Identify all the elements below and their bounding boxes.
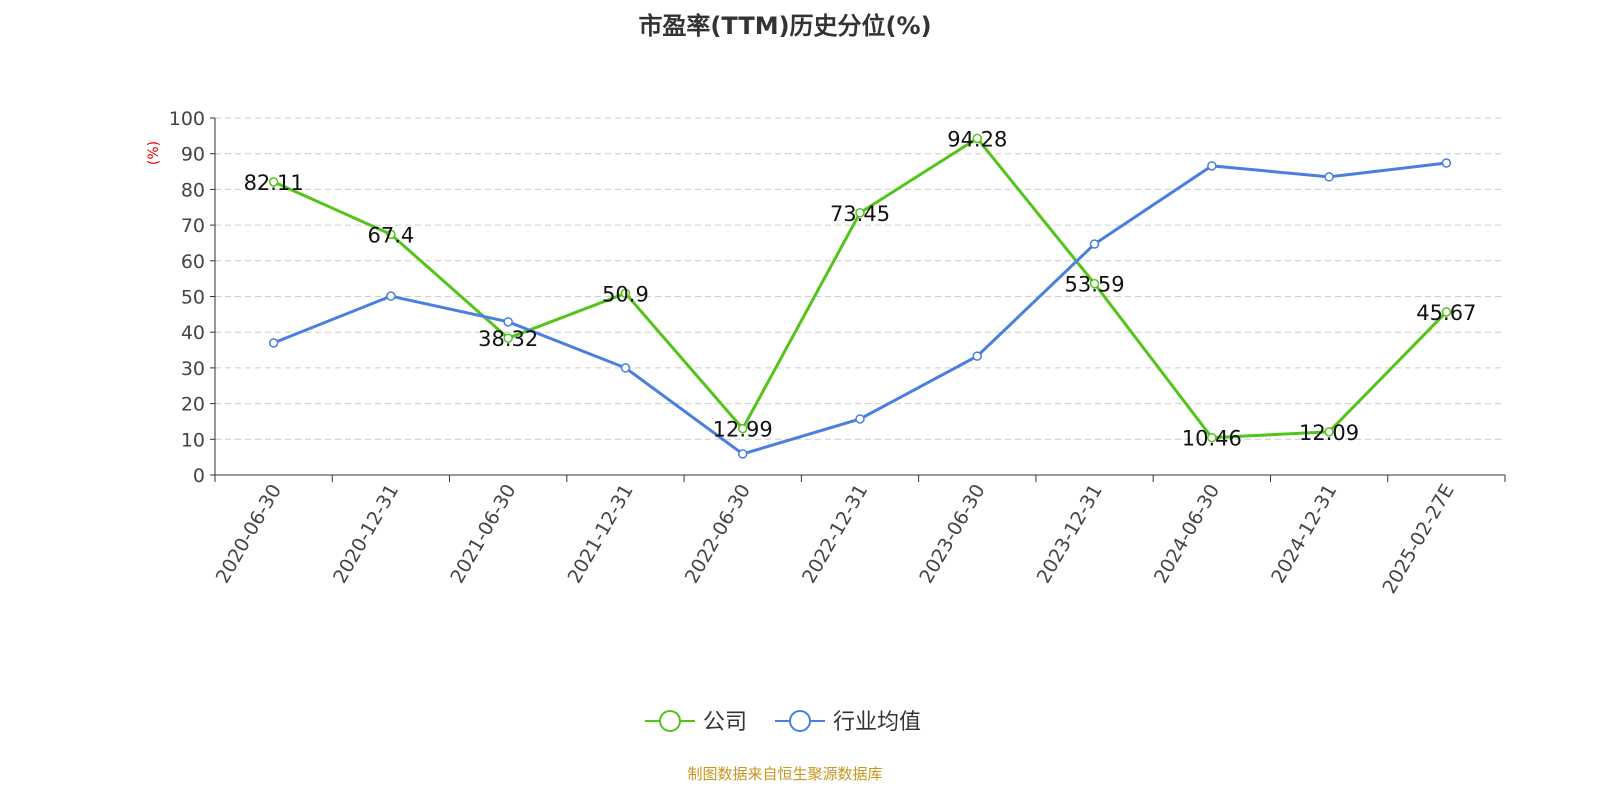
- y-tick-label: 90: [181, 144, 205, 166]
- y-tick-label: 40: [181, 322, 205, 344]
- source-note: 制图数据来自恒生聚源数据库: [687, 765, 883, 783]
- y-tick-label: 20: [181, 394, 205, 416]
- data-point: [1207, 432, 1217, 443]
- data-point: [503, 333, 513, 343]
- y-tick-label: 30: [181, 358, 205, 380]
- x-tick-label: 2022-06-30: [681, 481, 755, 588]
- data-point: [1324, 172, 1334, 182]
- data-label: 12.99: [713, 418, 773, 442]
- data-point: [855, 414, 865, 424]
- data-label: 12.09: [1299, 421, 1359, 445]
- x-tick-label: 2020-06-30: [212, 481, 286, 588]
- x-tick-label: 2024-06-30: [1150, 481, 1224, 588]
- y-axis-label: (%): [146, 141, 162, 165]
- data-point: [386, 291, 396, 301]
- data-point: [855, 208, 865, 218]
- data-point: [972, 351, 983, 361]
- x-tick-label: 2021-12-31: [564, 481, 638, 588]
- x-tick-label: 2023-12-31: [1033, 481, 1107, 588]
- data-point: [268, 338, 279, 348]
- y-tick-label: 70: [181, 215, 205, 237]
- data-point: [620, 288, 631, 299]
- data-point: [972, 133, 983, 144]
- legend-marker-icon: [659, 710, 681, 732]
- data-point: [1441, 158, 1452, 168]
- data-label: 38.32: [478, 327, 538, 351]
- x-tick-label: 2020-12-31: [329, 481, 403, 588]
- data-point: [1324, 427, 1334, 437]
- data-point: [1089, 278, 1100, 289]
- y-tick-label: 100: [169, 108, 205, 130]
- x-tick-label: 2023-06-30: [915, 481, 989, 588]
- x-tick-label: 2021-06-30: [446, 481, 520, 588]
- legend-label[interactable]: 行业均值: [833, 710, 921, 735]
- data-label: 10.46: [1182, 427, 1242, 451]
- data-point: [386, 229, 396, 240]
- y-tick-label: 50: [181, 287, 205, 309]
- y-tick-label: 10: [181, 429, 205, 451]
- data-point: [268, 177, 279, 187]
- data-label: 94.28: [947, 127, 1007, 151]
- data-label: 73.45: [830, 202, 890, 226]
- data-point: [620, 363, 631, 373]
- data-point: [503, 317, 513, 327]
- series-line: [273, 136, 1448, 440]
- data-label: 50.9: [602, 282, 649, 306]
- data-point: [737, 449, 748, 459]
- data-label: 82.11: [244, 171, 304, 195]
- y-tick-label: 60: [181, 251, 205, 273]
- data-label: 67.4: [368, 223, 415, 247]
- y-tick-label: 0: [193, 465, 205, 487]
- x-tick-label: 2024-12-31: [1267, 481, 1341, 588]
- data-label: 45.67: [1416, 301, 1476, 325]
- data-label: 53.59: [1064, 273, 1124, 297]
- data-point: [1207, 161, 1217, 171]
- data-point: [1089, 239, 1100, 249]
- legend-marker-icon: [789, 710, 811, 732]
- x-tick-label: 2025-02-27E: [1378, 481, 1458, 598]
- data-point: [1441, 307, 1452, 317]
- chart-title: 市盈率(TTM)历史分位(%): [638, 12, 932, 40]
- data-point: [737, 423, 748, 434]
- legend-label[interactable]: 公司: [703, 710, 747, 735]
- y-tick-label: 80: [181, 179, 205, 201]
- x-tick-label: 2022-12-31: [798, 481, 872, 588]
